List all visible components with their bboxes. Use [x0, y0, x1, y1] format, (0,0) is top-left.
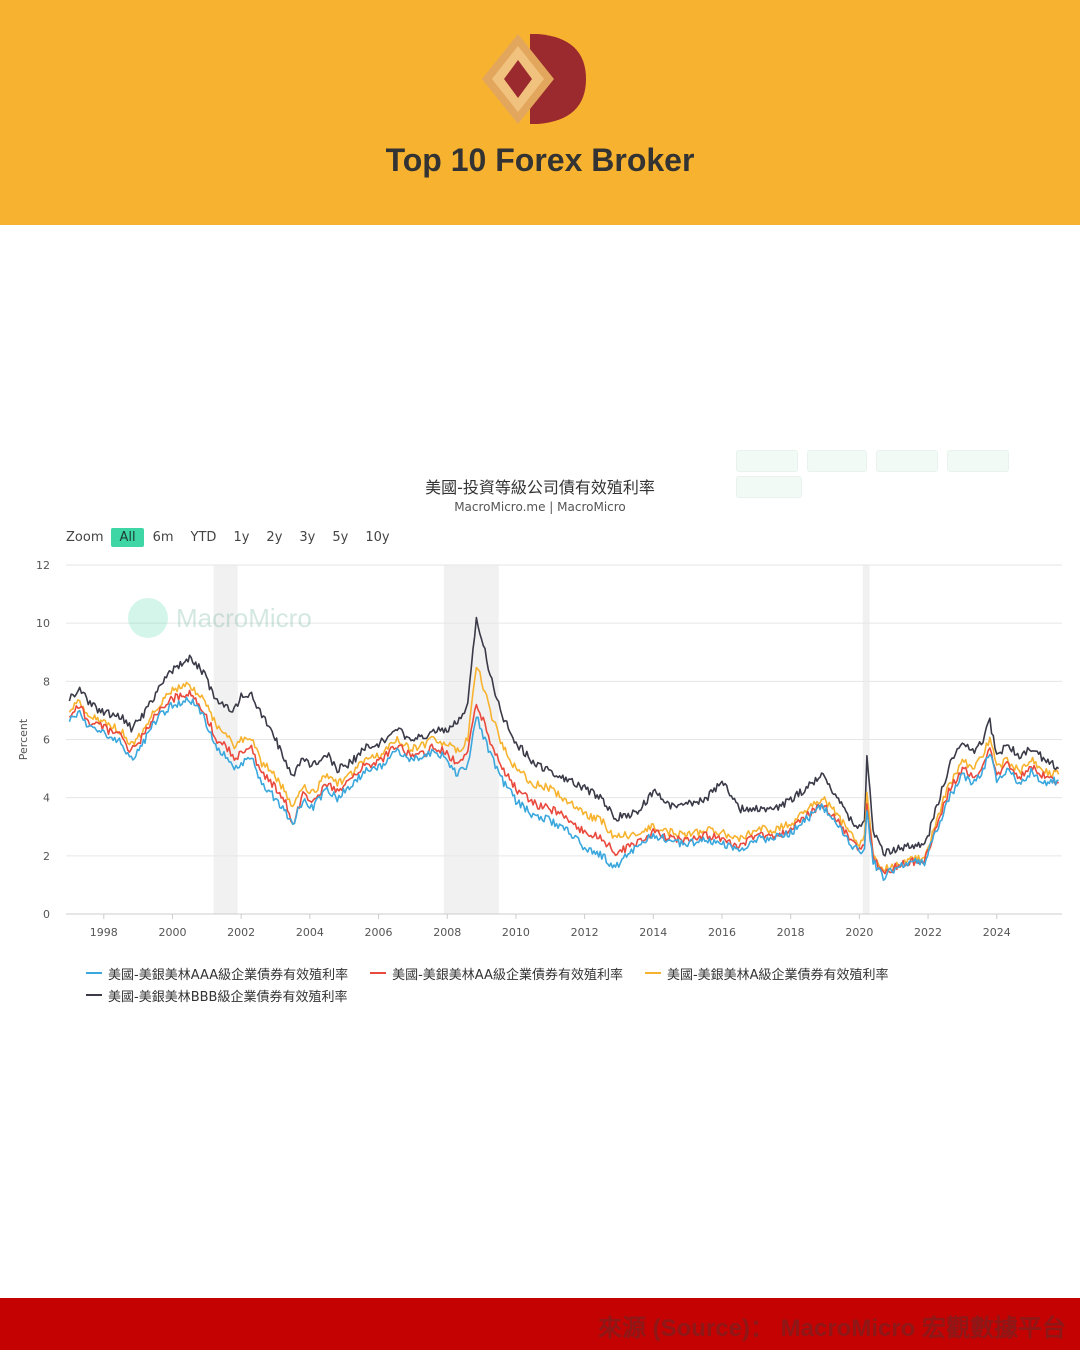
y-tick-label: 10 [36, 617, 50, 630]
brand-header: Top 10 Forex Broker [0, 0, 1080, 225]
x-tick-label: 2004 [296, 926, 324, 939]
zoom-all-button[interactable]: All [111, 528, 144, 547]
y-tick-label: 12 [36, 559, 50, 572]
legend-label: 美國-美銀美林AAA級企業債券有效殖利率 [108, 967, 349, 983]
legend-label: 美國-美銀美林A級企業債券有效殖利率 [666, 967, 889, 983]
y-tick-label: 6 [43, 734, 50, 747]
legend-item-a[interactable]: 美國-美銀美林A級企業債券有效殖利率 [644, 964, 889, 983]
x-tick-label: 2022 [914, 926, 942, 939]
zoom-label: Zoom [66, 530, 104, 545]
zoom-10y-button[interactable]: 10y [365, 530, 390, 545]
source-footer: 來源 (Source)： MacroMicro 宏觀數據平台 [0, 1298, 1080, 1350]
x-tick-label: 2002 [227, 926, 255, 939]
zoom-ytd-button[interactable]: YTD [190, 530, 217, 545]
x-tick-label: 2016 [708, 926, 736, 939]
chart-title: 美國-投資等級公司債有效殖利率 [425, 478, 655, 497]
x-tick-label: 2020 [845, 926, 873, 939]
x-tick-label: 2024 [983, 926, 1011, 939]
legend-label: 美國-美銀美林BBB級企業債券有效殖利率 [108, 989, 348, 1005]
legend-item-aa[interactable]: 美國-美銀美林AA級企業債券有效殖利率 [370, 964, 623, 983]
legend-label: 美國-美銀美林AA級企業債券有效殖利率 [392, 967, 623, 983]
x-tick-label: 2010 [502, 926, 530, 939]
series-line [68, 689, 1060, 875]
brand-title: Top 10 Forex Broker [385, 142, 695, 178]
x-tick-label: 2000 [158, 926, 186, 939]
watermark-logo-icon [128, 598, 168, 638]
x-tick-label: 2008 [433, 926, 461, 939]
zoom-5y-button[interactable]: 5y [332, 530, 349, 545]
toolbar-button[interactable] [807, 450, 868, 472]
legend-item-aaa[interactable]: 美國-美銀美林AAA級企業債券有效殖利率 [86, 964, 348, 983]
legend-item-bbb[interactable]: 美國-美銀美林BBB級企業債券有效殖利率 [86, 986, 347, 1005]
toolbar-button[interactable] [736, 476, 802, 498]
chart-toolbar [736, 450, 1080, 498]
series-line [68, 696, 1059, 882]
series-line [68, 666, 1060, 872]
chart-subtitle: MacroMicro.me | MacroMicro [454, 500, 626, 514]
zoom-bar: Zoom All 6m YTD 1y 2y 3y 5y 10y [66, 528, 399, 547]
chart-legend: 美國-美銀美林AAA級企業債券有效殖利率 美國-美銀美林AA級企業債券有效殖利率… [86, 962, 1066, 1006]
x-tick-label: 1998 [90, 926, 118, 939]
legend-swatch [370, 972, 387, 974]
x-tick-label: 2012 [571, 926, 599, 939]
x-tick-label: 2006 [365, 926, 393, 939]
source-text: 來源 (Source)： MacroMicro 宏觀數據平台 [597, 1315, 1066, 1342]
y-tick-label: 2 [43, 850, 50, 863]
y-tick-label: 8 [43, 675, 50, 688]
series-line [68, 616, 1060, 857]
zoom-6m-button[interactable]: 6m [152, 530, 174, 545]
toolbar-button[interactable] [947, 450, 1010, 472]
zoom-3y-button[interactable]: 3y [299, 530, 316, 545]
y-tick-label: 4 [43, 792, 50, 805]
line-chart: 0 2 4 6 8 10 12 1998 2000 2002 2004 2006 2008 2010 201… [17, 559, 1062, 939]
y-tick-label: 0 [43, 908, 50, 921]
x-tick-label: 2014 [639, 926, 667, 939]
legend-swatch [644, 972, 661, 974]
zoom-1y-button[interactable]: 1y [233, 530, 250, 545]
legend-swatch [86, 994, 102, 996]
watermark-text: MacroMicro [176, 602, 312, 633]
zoom-2y-button[interactable]: 2y [266, 530, 283, 545]
x-tick-label: 2018 [777, 926, 805, 939]
y-axis-label: Percent [17, 718, 30, 760]
broker-logo-icon [482, 34, 586, 124]
legend-swatch [86, 972, 102, 974]
watermark: MacroMicro [128, 598, 312, 638]
toolbar-button[interactable] [876, 450, 939, 472]
toolbar-button[interactable] [736, 450, 798, 472]
